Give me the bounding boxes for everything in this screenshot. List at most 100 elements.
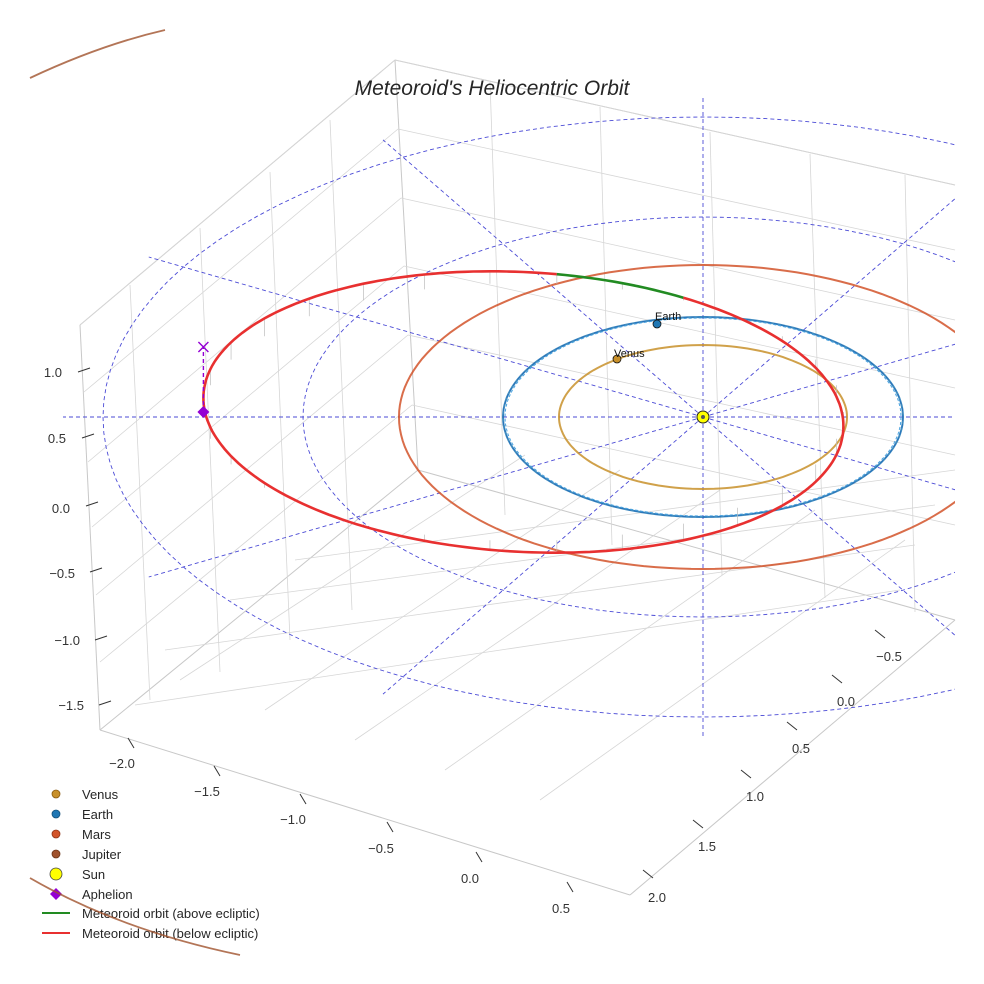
tick-labels: 1.0 0.5 0.0 −0.5 −1.0 −1.5 −2.0 −1.5 −1.… xyxy=(44,365,902,916)
x-tick-label: −0.5 xyxy=(368,841,394,856)
meteoroid-orbit-above xyxy=(556,272,684,300)
tick-mark xyxy=(98,700,112,706)
tick-mark xyxy=(77,367,91,373)
y-tick-label: 1.0 xyxy=(746,789,764,804)
reference-radial xyxy=(702,343,955,418)
axes-grid xyxy=(77,59,956,896)
z-tick-label: 1.0 xyxy=(44,365,62,380)
reference-radial xyxy=(382,139,704,418)
grid-line xyxy=(539,539,906,801)
tick-mark xyxy=(213,765,221,777)
reference-radial xyxy=(148,256,704,418)
legend-marker-mars xyxy=(51,829,61,839)
grid-line xyxy=(709,131,723,576)
earth-label: Earth xyxy=(655,311,681,323)
grid-line xyxy=(269,171,291,641)
legend-label: Jupiter xyxy=(82,847,122,862)
axes-edge xyxy=(99,729,631,896)
tick-mark xyxy=(85,501,99,507)
grid-line xyxy=(397,128,956,251)
grid-line xyxy=(83,128,399,393)
axes-edge xyxy=(99,469,419,731)
legend-marker-jupiter xyxy=(51,849,61,859)
grid-line xyxy=(294,469,956,561)
legend-marker-earth xyxy=(51,809,61,819)
venus-marker xyxy=(612,354,622,364)
grid-line xyxy=(129,284,151,701)
grid-line xyxy=(489,81,506,516)
x-tick-label: 0.5 xyxy=(552,901,570,916)
legend-label: Mars xyxy=(82,827,111,842)
sun-core xyxy=(701,415,705,419)
grid-line xyxy=(199,227,221,673)
jupiter-orbit xyxy=(29,877,241,956)
grid-line xyxy=(91,265,405,528)
grid-line xyxy=(264,469,621,711)
grid-line xyxy=(407,334,956,456)
z-tick-label: −1.5 xyxy=(58,698,84,713)
earth-orbit xyxy=(501,315,904,519)
y-tick-label: −0.5 xyxy=(876,649,902,664)
axes-edge xyxy=(394,59,419,471)
legend-marker-sun xyxy=(49,867,63,881)
tick-mark xyxy=(89,567,103,573)
grid-line xyxy=(79,59,396,326)
grid-line xyxy=(400,197,956,321)
chart-title: Meteoroid's Heliocentric Orbit xyxy=(355,77,631,100)
legend-label: Venus xyxy=(82,787,119,802)
grid-line xyxy=(444,509,816,771)
z-tick-label: −1.0 xyxy=(54,633,80,648)
x-tick-label: −1.0 xyxy=(280,812,306,827)
z-tick-label: 0.5 xyxy=(48,431,66,446)
tick-mark xyxy=(566,881,574,893)
mars-orbit xyxy=(397,263,955,571)
grid-line xyxy=(134,589,901,706)
legend-label: Meteoroid orbit (below ecliptic) xyxy=(82,926,258,941)
tick-mark xyxy=(740,769,752,779)
aphelion-projection-marker xyxy=(197,341,209,353)
tick-mark xyxy=(831,674,843,684)
grid-line xyxy=(809,153,826,599)
tick-mark xyxy=(692,819,704,829)
tick-mark xyxy=(642,869,654,879)
reference-radial xyxy=(702,416,955,636)
y-tick-label: 0.0 xyxy=(837,694,855,709)
reference-radial xyxy=(382,416,704,695)
earth-marker xyxy=(652,319,662,329)
grid-line xyxy=(354,489,721,741)
grid-line xyxy=(179,454,526,681)
axes-edge xyxy=(79,324,101,731)
grid-line xyxy=(394,59,956,186)
axes-edge xyxy=(629,619,956,896)
reference-radial xyxy=(148,416,704,578)
legend-marker-venus xyxy=(51,789,61,799)
venus-label: Venus xyxy=(614,348,645,360)
y-tick-label: 0.5 xyxy=(792,741,810,756)
tick-mark xyxy=(127,737,135,749)
meteoroid-orbit-below xyxy=(202,270,845,554)
grid-line xyxy=(403,265,956,389)
y-tick-label: 2.0 xyxy=(648,890,666,905)
aphelion-marker xyxy=(197,406,210,418)
meteoroid-orbit-below xyxy=(683,296,845,427)
legend-label: Meteoroid orbit (above ecliptic) xyxy=(82,906,260,921)
x-tick-label: −1.5 xyxy=(194,784,220,799)
tick-mark xyxy=(81,433,95,439)
data-layer xyxy=(63,97,955,737)
tick-mark xyxy=(299,793,307,805)
tick-mark xyxy=(786,721,798,731)
legend-label: Aphelion xyxy=(82,887,133,902)
tick-mark xyxy=(386,821,394,833)
grid-line xyxy=(329,119,353,611)
z-tick-label: −0.5 xyxy=(49,566,75,581)
grid-line xyxy=(411,404,956,526)
tick-mark xyxy=(475,851,483,863)
legend-label: Sun xyxy=(82,867,105,882)
legend-label: Earth xyxy=(82,807,113,822)
z-tick-label: 0.0 xyxy=(52,501,70,516)
tick-mark xyxy=(94,635,108,641)
grid-line xyxy=(904,174,916,613)
venus-orbit xyxy=(557,343,848,491)
grid-line xyxy=(95,334,409,596)
